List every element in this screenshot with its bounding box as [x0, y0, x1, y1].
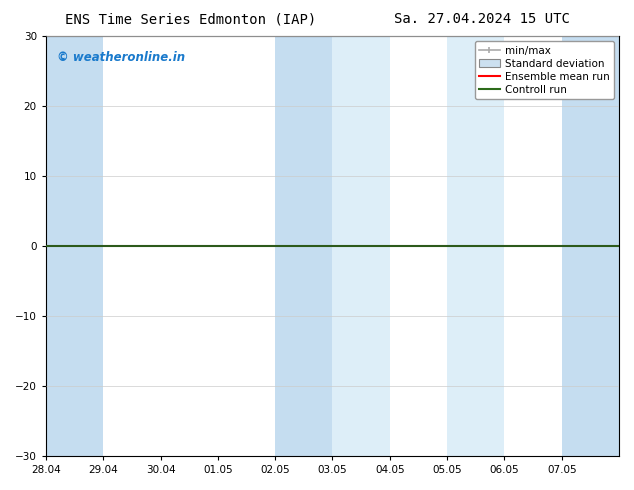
Bar [332, 36, 390, 456]
Bar [447, 36, 505, 456]
Text: Sa. 27.04.2024 15 UTC: Sa. 27.04.2024 15 UTC [394, 12, 570, 26]
Text: © weatheronline.in: © weatheronline.in [57, 51, 186, 64]
Bar [275, 36, 332, 456]
Bar [46, 36, 103, 456]
Text: ENS Time Series Edmonton (IAP): ENS Time Series Edmonton (IAP) [65, 12, 316, 26]
Legend: min/max, Standard deviation, Ensemble mean run, Controll run: min/max, Standard deviation, Ensemble me… [475, 41, 614, 99]
Bar [562, 36, 619, 456]
